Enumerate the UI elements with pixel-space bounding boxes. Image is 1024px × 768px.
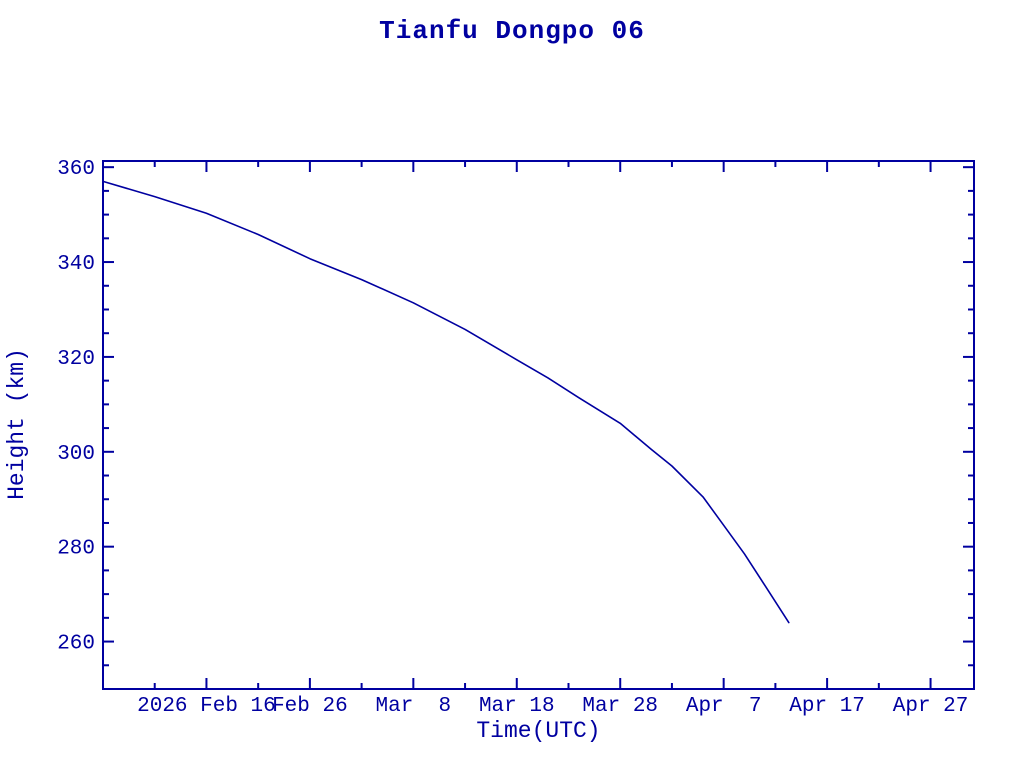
chart-title: Tianfu Dongpo 06 [379, 16, 645, 46]
x-tick-label: Feb 26 [272, 695, 348, 718]
y-tick-label: 360 [57, 158, 95, 181]
y-tick-label: 280 [57, 538, 95, 561]
x-tick-label: Mar 18 [479, 695, 555, 718]
y-tick-label: 340 [57, 253, 95, 276]
x-tick-label: Mar 8 [376, 695, 452, 718]
y-tick-label: 260 [57, 633, 95, 656]
x-tick-label: Apr 7 [686, 695, 762, 718]
x-tick-label: Mar 28 [582, 695, 658, 718]
y-tick-label: 320 [57, 348, 95, 371]
x-axis-label: Time(UTC) [476, 718, 601, 744]
x-tick-label: Apr 27 [893, 695, 969, 718]
y-axis-label: Height (km) [4, 348, 30, 500]
plot-frame [102, 160, 975, 690]
y-tick-label: 300 [57, 443, 95, 466]
height-curve [102, 180, 790, 624]
x-tick-label: 2026 Feb 16 [137, 695, 276, 718]
x-tick-label: Apr 17 [789, 695, 865, 718]
